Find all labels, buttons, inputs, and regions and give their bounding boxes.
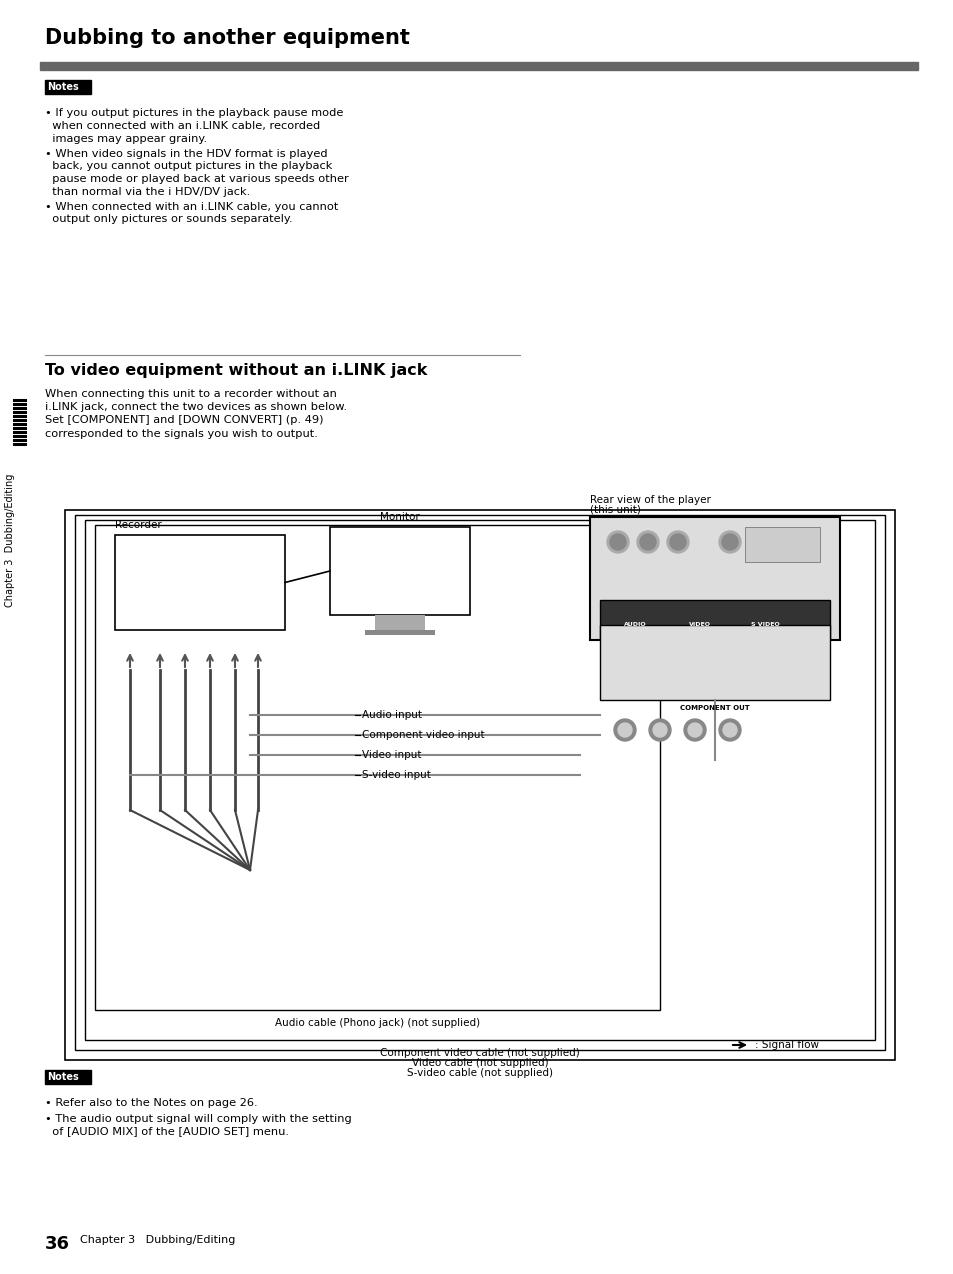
Text: S-video input: S-video input xyxy=(361,769,431,780)
Text: • The audio output signal will comply with the setting
  of [AUDIO MIX] of the [: • The audio output signal will comply wi… xyxy=(45,1113,352,1136)
Bar xyxy=(599,600,829,640)
Circle shape xyxy=(721,534,738,550)
Circle shape xyxy=(683,719,705,741)
Text: (this unit): (this unit) xyxy=(589,505,640,513)
Circle shape xyxy=(618,724,631,736)
Circle shape xyxy=(719,531,740,553)
Text: VIDEO: VIDEO xyxy=(688,622,710,627)
Circle shape xyxy=(606,531,628,553)
Bar xyxy=(45,1070,91,1084)
Text: Component video cable (not supplied): Component video cable (not supplied) xyxy=(379,1049,579,1057)
Text: Video cable (not supplied): Video cable (not supplied) xyxy=(412,1057,548,1068)
Text: Audio cable (Phono jack) (not supplied): Audio cable (Phono jack) (not supplied) xyxy=(274,1018,479,1028)
Circle shape xyxy=(637,531,659,553)
Bar xyxy=(40,62,917,70)
Text: Monitor: Monitor xyxy=(379,512,419,522)
Text: Chapter 3   Dubbing/Editing: Chapter 3 Dubbing/Editing xyxy=(80,1235,235,1245)
Circle shape xyxy=(666,531,688,553)
Circle shape xyxy=(719,719,740,741)
Bar xyxy=(85,520,874,1040)
Bar xyxy=(65,510,894,1060)
Bar xyxy=(599,626,829,699)
Circle shape xyxy=(652,724,666,736)
Text: Dubbing to another equipment: Dubbing to another equipment xyxy=(45,28,410,48)
Text: Chapter 3  Dubbing/Editing: Chapter 3 Dubbing/Editing xyxy=(5,474,15,606)
Bar xyxy=(75,515,884,1050)
Bar xyxy=(115,535,285,631)
Bar xyxy=(95,525,659,1010)
Text: • If you output pictures in the playback pause mode
  when connected with an i.L: • If you output pictures in the playback… xyxy=(45,108,343,144)
Circle shape xyxy=(687,724,701,736)
Circle shape xyxy=(648,719,670,741)
Text: Recorder: Recorder xyxy=(115,520,162,530)
Circle shape xyxy=(669,534,685,550)
Text: S VIDEO: S VIDEO xyxy=(750,622,779,627)
Bar xyxy=(744,527,820,562)
Bar xyxy=(589,517,840,640)
Circle shape xyxy=(639,534,656,550)
Text: Notes: Notes xyxy=(47,1071,79,1082)
Bar xyxy=(375,615,424,631)
Text: Notes: Notes xyxy=(47,82,79,92)
Text: Video input: Video input xyxy=(361,750,421,761)
Text: AUDIO: AUDIO xyxy=(623,622,645,627)
Circle shape xyxy=(722,724,737,736)
Text: : Signal flow: : Signal flow xyxy=(754,1040,818,1050)
Bar xyxy=(365,631,435,634)
Text: • Refer also to the Notes on page 26.: • Refer also to the Notes on page 26. xyxy=(45,1098,257,1108)
Text: COMPONENT OUT: COMPONENT OUT xyxy=(679,705,749,711)
Circle shape xyxy=(614,719,636,741)
Bar xyxy=(330,527,470,615)
Text: • When connected with an i.LINK cable, you cannot
  output only pictures or soun: • When connected with an i.LINK cable, y… xyxy=(45,201,338,224)
Circle shape xyxy=(609,534,625,550)
Text: Rear view of the player: Rear view of the player xyxy=(589,496,710,505)
Text: Audio input: Audio input xyxy=(361,710,421,720)
Text: • When video signals in the HDV format is played
  back, you cannot output pictu: • When video signals in the HDV format i… xyxy=(45,149,349,197)
Bar xyxy=(45,80,91,94)
Text: 36: 36 xyxy=(45,1235,70,1254)
Text: Component video input: Component video input xyxy=(361,730,484,740)
Text: S-video cable (not supplied): S-video cable (not supplied) xyxy=(407,1068,553,1078)
Text: To video equipment without an i.LINK jack: To video equipment without an i.LINK jac… xyxy=(45,363,427,378)
Text: When connecting this unit to a recorder without an
i.LINK jack, connect the two : When connecting this unit to a recorder … xyxy=(45,389,347,438)
